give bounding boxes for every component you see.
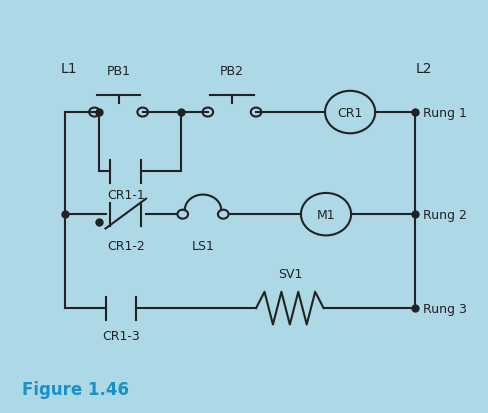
Text: Figure 1.46: Figure 1.46 bbox=[22, 380, 129, 398]
Text: LS1: LS1 bbox=[192, 239, 214, 252]
Text: CR1-2: CR1-2 bbox=[107, 239, 144, 252]
Text: L1: L1 bbox=[61, 62, 77, 76]
Text: L2: L2 bbox=[415, 62, 432, 76]
Text: PB2: PB2 bbox=[220, 65, 244, 78]
Text: CR1: CR1 bbox=[337, 106, 363, 119]
Text: Rung 1: Rung 1 bbox=[423, 106, 467, 119]
Text: SV1: SV1 bbox=[278, 267, 302, 280]
Text: PB1: PB1 bbox=[106, 65, 131, 78]
Text: M1: M1 bbox=[317, 208, 335, 221]
Text: Rung 3: Rung 3 bbox=[423, 302, 467, 315]
Text: Rung 2: Rung 2 bbox=[423, 208, 467, 221]
Text: CR1-1: CR1-1 bbox=[107, 189, 144, 202]
Text: CR1-3: CR1-3 bbox=[102, 330, 140, 342]
